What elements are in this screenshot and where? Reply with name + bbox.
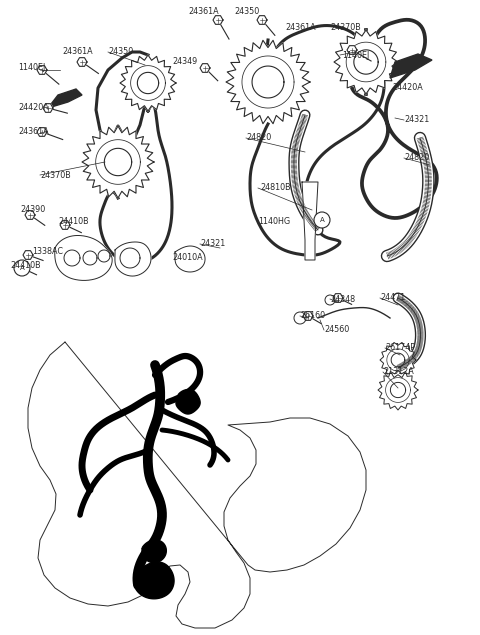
Text: 24349: 24349: [172, 58, 197, 67]
Text: 24350: 24350: [234, 6, 259, 15]
Polygon shape: [333, 293, 343, 302]
Polygon shape: [303, 312, 313, 320]
Text: 1338AC: 1338AC: [32, 248, 63, 257]
Text: 24820: 24820: [246, 133, 271, 142]
Polygon shape: [226, 40, 310, 124]
Polygon shape: [334, 30, 398, 94]
Text: 24420A: 24420A: [392, 83, 423, 93]
Polygon shape: [347, 46, 357, 55]
Polygon shape: [213, 16, 223, 24]
Text: 24410B: 24410B: [58, 218, 89, 227]
Circle shape: [294, 312, 306, 324]
Polygon shape: [25, 211, 35, 219]
Circle shape: [314, 212, 330, 228]
Text: 24810B: 24810B: [260, 184, 290, 192]
Polygon shape: [176, 389, 200, 414]
Text: 21312A: 21312A: [383, 368, 414, 377]
Text: 24471: 24471: [380, 293, 405, 302]
Text: 1140EJ: 1140EJ: [18, 64, 45, 72]
Text: 24321: 24321: [200, 239, 225, 248]
Polygon shape: [104, 149, 132, 176]
Text: 24410B: 24410B: [10, 260, 41, 269]
Text: 24361A: 24361A: [188, 6, 218, 15]
Polygon shape: [354, 50, 378, 74]
Text: 24321: 24321: [404, 116, 429, 124]
Polygon shape: [37, 128, 47, 137]
Text: 24010A: 24010A: [172, 253, 203, 262]
Polygon shape: [48, 89, 82, 108]
Text: 24350: 24350: [108, 48, 133, 57]
Text: 24348: 24348: [330, 295, 355, 304]
Circle shape: [14, 260, 30, 276]
Polygon shape: [43, 104, 53, 112]
Polygon shape: [82, 126, 154, 198]
Text: 1140HG: 1140HG: [258, 218, 290, 227]
Text: A: A: [20, 265, 24, 271]
Text: 24820: 24820: [404, 154, 429, 163]
Polygon shape: [391, 353, 405, 367]
Text: 24420A: 24420A: [18, 104, 49, 112]
Circle shape: [325, 295, 335, 305]
Text: 24560: 24560: [324, 326, 349, 335]
Text: 24390: 24390: [20, 206, 45, 215]
Polygon shape: [378, 370, 418, 410]
Polygon shape: [302, 182, 318, 260]
Text: 24361A: 24361A: [285, 23, 316, 32]
Polygon shape: [137, 72, 158, 93]
Polygon shape: [134, 562, 174, 599]
Text: 24361A: 24361A: [62, 48, 93, 57]
Text: 1140EJ: 1140EJ: [342, 51, 369, 60]
Polygon shape: [252, 66, 284, 98]
Polygon shape: [60, 221, 70, 229]
Polygon shape: [17, 264, 27, 272]
Polygon shape: [142, 540, 166, 563]
Text: 24370B: 24370B: [330, 23, 361, 32]
Text: 26160: 26160: [300, 312, 325, 321]
Text: 24361A: 24361A: [18, 128, 48, 137]
Polygon shape: [115, 242, 151, 276]
Polygon shape: [390, 382, 406, 398]
Polygon shape: [77, 58, 87, 66]
Polygon shape: [390, 54, 432, 78]
Polygon shape: [380, 342, 416, 378]
Text: A: A: [320, 217, 324, 223]
Polygon shape: [175, 246, 205, 272]
Polygon shape: [257, 16, 267, 24]
Text: 26174P: 26174P: [385, 344, 415, 352]
Polygon shape: [55, 236, 112, 281]
Polygon shape: [200, 64, 210, 72]
Polygon shape: [120, 55, 176, 111]
Text: 24370B: 24370B: [40, 171, 71, 180]
Polygon shape: [37, 65, 47, 74]
Polygon shape: [23, 251, 33, 259]
